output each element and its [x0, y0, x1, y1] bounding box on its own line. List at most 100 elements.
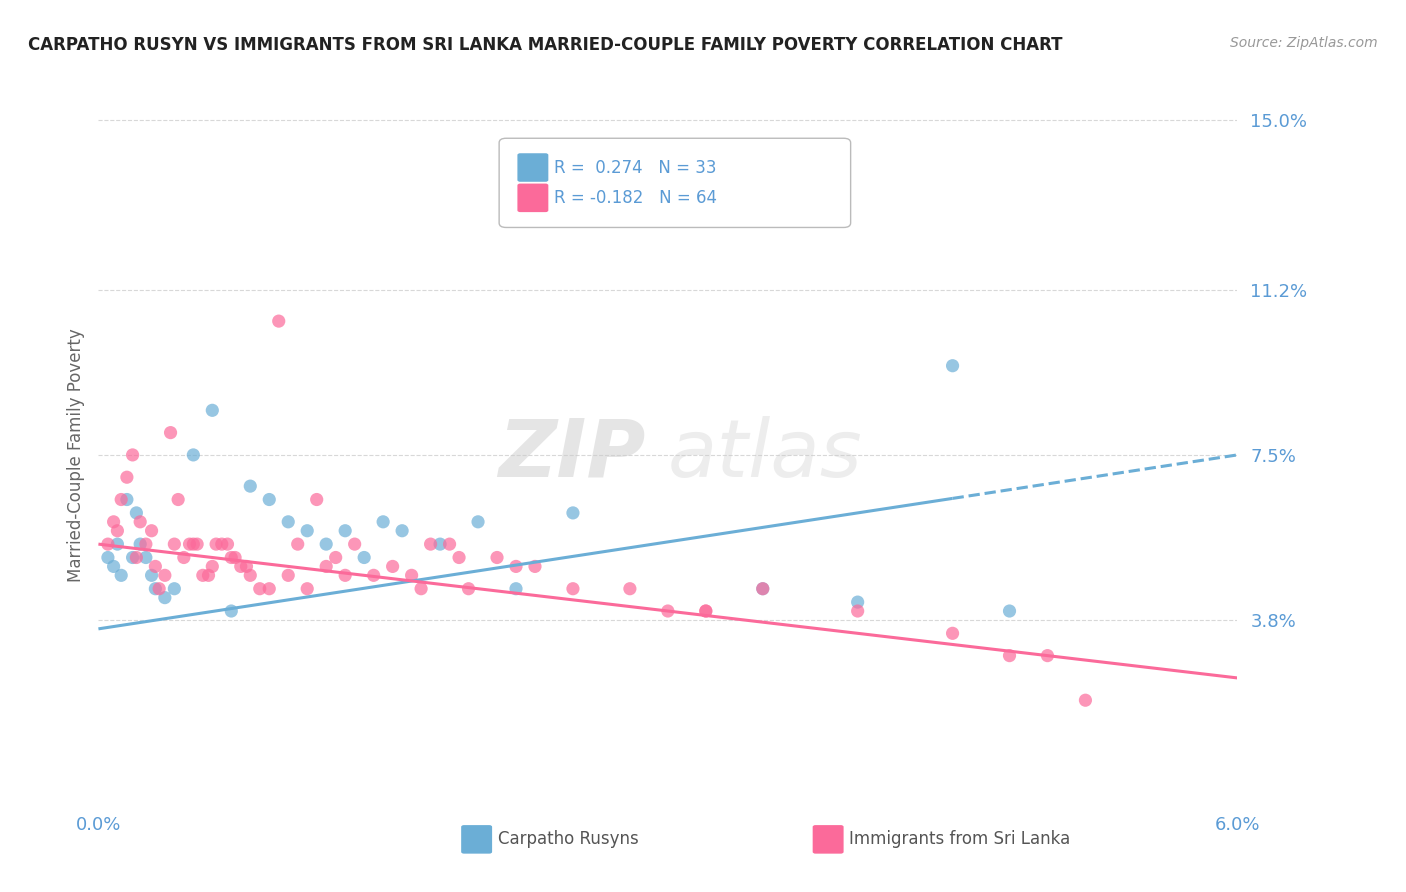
Point — [619, 582, 641, 596]
Point — [846, 595, 869, 609]
Point — [141, 568, 163, 582]
Point — [186, 537, 208, 551]
Point — [135, 537, 157, 551]
Point — [249, 582, 271, 596]
Point — [107, 537, 129, 551]
Point — [219, 550, 243, 565]
Point — [145, 582, 166, 596]
Point — [191, 568, 214, 582]
Point — [97, 550, 120, 565]
Point — [752, 582, 775, 596]
Text: R =  0.274   N = 33: R = 0.274 N = 33 — [554, 159, 717, 177]
Point — [211, 537, 233, 551]
Point — [315, 537, 337, 551]
Point — [121, 550, 143, 565]
Text: ZIP: ZIP — [498, 416, 645, 494]
Point — [205, 537, 228, 551]
Point — [305, 492, 328, 507]
Point — [259, 492, 281, 507]
Point — [752, 582, 775, 596]
Point — [201, 403, 224, 417]
Point — [287, 537, 309, 551]
Point — [439, 537, 461, 551]
Point — [998, 648, 1021, 663]
Point — [561, 506, 585, 520]
Point — [224, 550, 246, 565]
Point — [277, 568, 299, 582]
Point — [115, 470, 138, 484]
Point — [846, 604, 869, 618]
Point — [297, 524, 319, 538]
Point — [121, 448, 143, 462]
Point — [695, 604, 717, 618]
Point — [325, 550, 347, 565]
Point — [97, 537, 120, 551]
Point — [259, 582, 281, 596]
Text: R = -0.182   N = 64: R = -0.182 N = 64 — [554, 189, 717, 207]
Point — [657, 604, 679, 618]
Point — [561, 582, 585, 596]
Point — [129, 515, 152, 529]
Point — [201, 559, 224, 574]
Point — [297, 582, 319, 596]
Point — [363, 568, 385, 582]
Point — [335, 524, 357, 538]
Point — [381, 559, 404, 574]
Text: Immigrants from Sri Lanka: Immigrants from Sri Lanka — [849, 830, 1070, 848]
Point — [267, 314, 290, 328]
Point — [343, 537, 366, 551]
Point — [107, 524, 129, 538]
Point — [163, 537, 186, 551]
Point — [125, 506, 148, 520]
Point — [219, 604, 243, 618]
Point — [183, 448, 205, 462]
Point — [103, 559, 125, 574]
Point — [229, 559, 252, 574]
Point — [371, 515, 394, 529]
Point — [153, 591, 176, 605]
Point — [103, 515, 125, 529]
Point — [1074, 693, 1097, 707]
Point — [239, 479, 262, 493]
Point — [173, 550, 195, 565]
Point — [429, 537, 451, 551]
Point — [163, 582, 186, 596]
Point — [486, 550, 509, 565]
Point — [148, 582, 170, 596]
Point — [217, 537, 239, 551]
Point — [315, 559, 337, 574]
Point — [523, 559, 546, 574]
Point — [167, 492, 190, 507]
Point — [942, 626, 965, 640]
Point — [235, 559, 257, 574]
Point — [505, 582, 527, 596]
Text: CARPATHO RUSYN VS IMMIGRANTS FROM SRI LANKA MARRIED-COUPLE FAMILY POVERTY CORREL: CARPATHO RUSYN VS IMMIGRANTS FROM SRI LA… — [28, 36, 1063, 54]
Y-axis label: Married-Couple Family Poverty: Married-Couple Family Poverty — [66, 328, 84, 582]
Point — [145, 559, 166, 574]
Point — [135, 550, 157, 565]
Point — [1036, 648, 1059, 663]
Point — [457, 582, 479, 596]
Point — [115, 492, 138, 507]
Point — [467, 515, 489, 529]
Text: Source: ZipAtlas.com: Source: ZipAtlas.com — [1230, 36, 1378, 50]
Point — [353, 550, 375, 565]
Point — [695, 604, 717, 618]
Text: Carpatho Rusyns: Carpatho Rusyns — [498, 830, 638, 848]
Point — [179, 537, 201, 551]
Point — [197, 568, 219, 582]
Point — [125, 550, 148, 565]
Point — [401, 568, 423, 582]
Point — [942, 359, 965, 373]
Point — [129, 537, 152, 551]
Point — [505, 559, 527, 574]
Point — [447, 550, 470, 565]
Point — [998, 604, 1021, 618]
Point — [141, 524, 163, 538]
Text: atlas: atlas — [668, 416, 863, 494]
Point — [183, 537, 205, 551]
Point — [110, 568, 132, 582]
Point — [419, 537, 441, 551]
Point — [239, 568, 262, 582]
Point — [335, 568, 357, 582]
